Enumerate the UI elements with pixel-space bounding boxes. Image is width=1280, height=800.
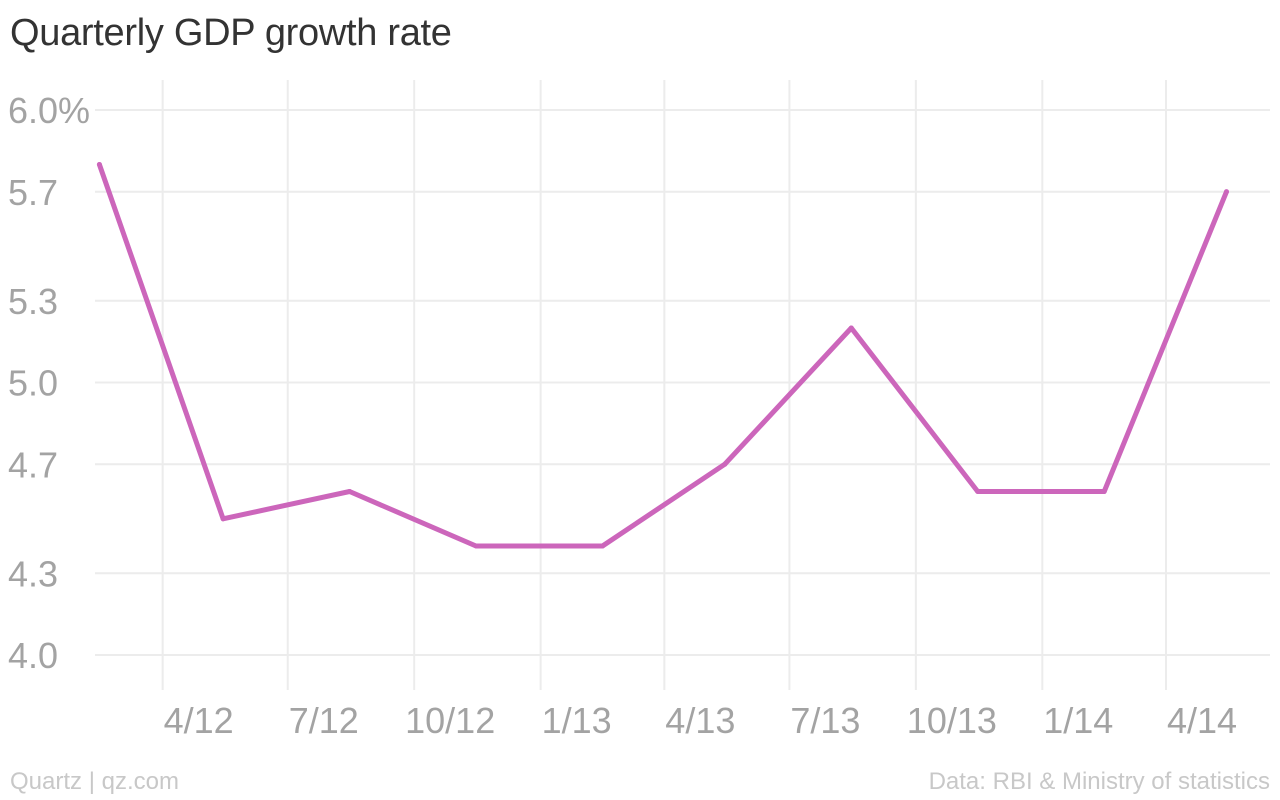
y-axis-tick-labels: 6.0% 5.7 5.3 5.0 4.7 4.3 4.0 bbox=[8, 90, 90, 676]
x-tick-label: 10/12 bbox=[405, 700, 495, 741]
y-tick-label: 5.7 bbox=[8, 172, 58, 213]
y-tick-label: 4.0 bbox=[8, 635, 58, 676]
y-tick-label: 4.7 bbox=[8, 444, 58, 485]
x-tick-label: 4/12 bbox=[164, 700, 234, 741]
y-tick-label: 6.0% bbox=[8, 90, 90, 131]
footer-data-source: Data: RBI & Ministry of statistics bbox=[928, 768, 1270, 795]
x-tick-label: 1/14 bbox=[1043, 700, 1113, 741]
x-tick-label: 4/13 bbox=[665, 700, 735, 741]
data-point bbox=[722, 461, 728, 467]
grid bbox=[95, 80, 1270, 690]
data-point bbox=[1223, 189, 1229, 195]
data-point bbox=[848, 325, 854, 331]
x-tick-label: 10/13 bbox=[907, 700, 997, 741]
y-tick-label: 4.3 bbox=[8, 553, 58, 594]
data-point bbox=[975, 489, 981, 494]
data-point bbox=[473, 543, 479, 549]
x-tick-label: 7/13 bbox=[790, 700, 860, 741]
footer-credit: Quartz | qz.com bbox=[10, 768, 179, 795]
data-point bbox=[599, 543, 605, 549]
data-point bbox=[1101, 489, 1107, 494]
x-axis-tick-labels: 4/12 7/12 10/12 1/13 4/13 7/13 10/13 1/14 4/14 bbox=[164, 700, 1237, 741]
data-point bbox=[347, 489, 353, 494]
data-point bbox=[96, 162, 102, 167]
chart-title: Quarterly GDP growth rate bbox=[10, 12, 452, 54]
data-point bbox=[220, 516, 226, 522]
y-tick-label: 5.3 bbox=[8, 281, 58, 322]
x-tick-label: 4/14 bbox=[1167, 700, 1237, 741]
series-group bbox=[96, 162, 1229, 549]
y-tick-label: 5.0 bbox=[8, 363, 58, 404]
x-tick-label: 7/12 bbox=[289, 700, 359, 741]
x-tick-label: 1/13 bbox=[542, 700, 612, 741]
series-line bbox=[96, 162, 1229, 549]
